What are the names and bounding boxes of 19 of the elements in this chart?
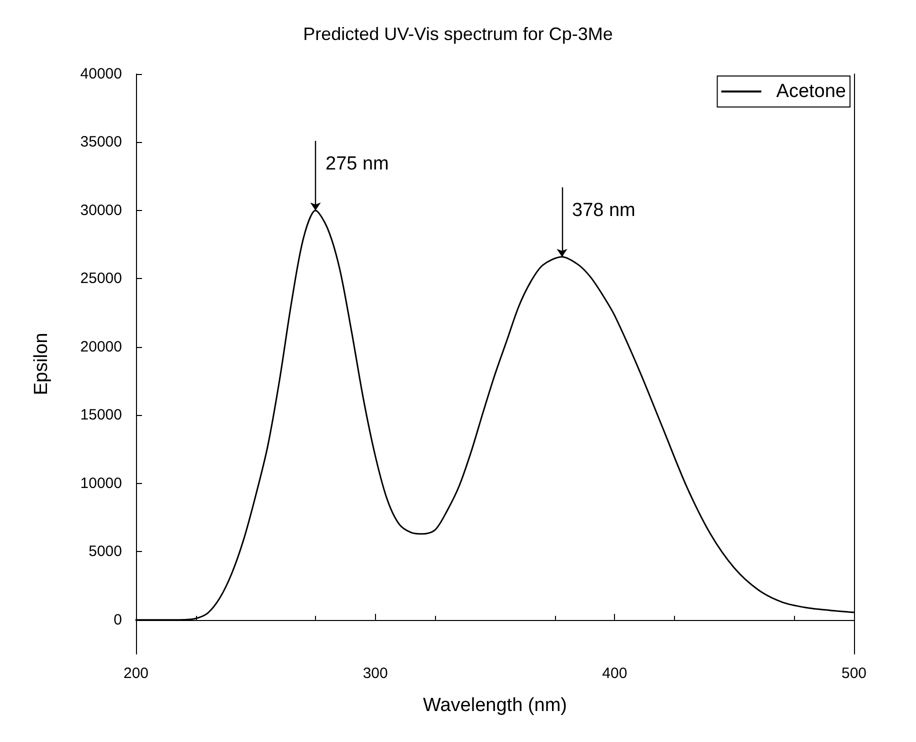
x-tick-label: 200 bbox=[123, 665, 149, 682]
y-tick-label: 5000 bbox=[88, 543, 122, 560]
y-tick-label: 10000 bbox=[80, 474, 122, 492]
x-axis-title: Wavelength (nm) bbox=[423, 695, 567, 716]
legend-label: Acetone bbox=[776, 81, 846, 102]
x-tick-label: 400 bbox=[602, 665, 628, 682]
y-tick-label: 20000 bbox=[80, 338, 122, 356]
y-tick-label: 25000 bbox=[80, 270, 122, 288]
annotation: 275 nm bbox=[326, 154, 389, 175]
x-tick-label: 500 bbox=[841, 665, 867, 682]
y-tick-label: 30000 bbox=[80, 202, 122, 219]
y-tick-label: 0 bbox=[114, 611, 122, 628]
y-tick-label: 40000 bbox=[80, 66, 122, 82]
y-tick-label: 15000 bbox=[80, 406, 122, 424]
x-tick-label: 300 bbox=[362, 665, 388, 682]
annotation: 378 nm bbox=[572, 200, 636, 221]
y-tick-label: 35000 bbox=[80, 134, 122, 151]
y-axis-title: Epsilon bbox=[31, 332, 52, 396]
chart-title: Predicted UV-Vis spectrum for Cp-3Me bbox=[303, 24, 613, 44]
